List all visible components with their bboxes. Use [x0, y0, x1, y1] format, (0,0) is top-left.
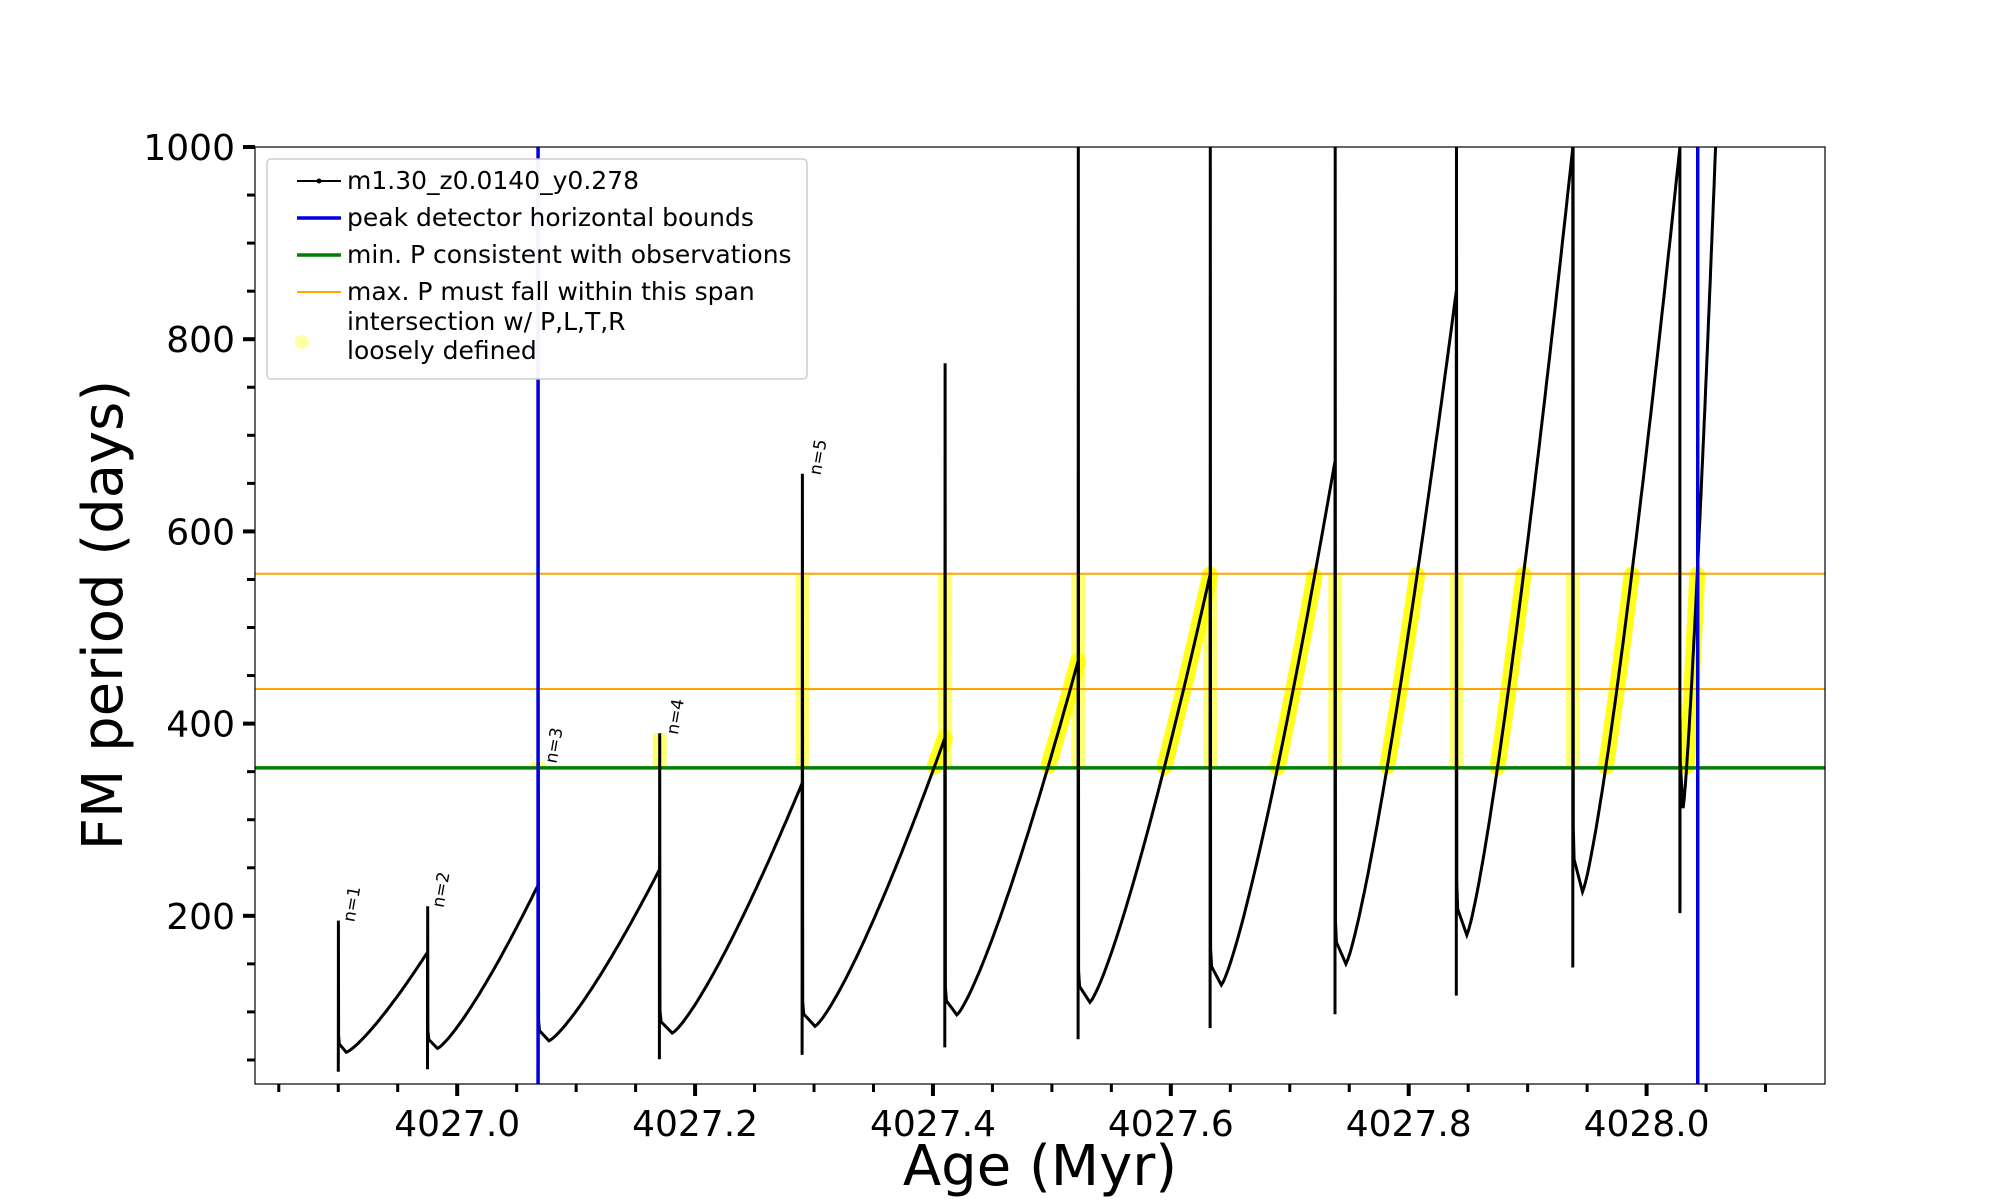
legend-label: intersection w/ P,L,T,R [347, 307, 626, 336]
y-tick-label: 600 [166, 512, 235, 553]
y-tick-label: 1000 [143, 128, 235, 169]
legend-label: loosely defined [347, 336, 537, 365]
legend-label: min. P consistent with observations [347, 240, 792, 269]
legend-dot-swatch [295, 335, 309, 349]
x-tick-label: 4027.6 [1108, 1104, 1234, 1145]
legend-label: max. P must fall within this span [347, 277, 755, 306]
legend-box [266, 158, 808, 380]
y-tick-label: 200 [166, 897, 235, 938]
x-tick-label: 4027.8 [1346, 1104, 1472, 1145]
x-axis-label: Age (Myr) [903, 1134, 1177, 1199]
x-tick-label: 4027.2 [632, 1104, 758, 1145]
legend-label: m1.30_z0.0140_y0.278 [347, 166, 639, 195]
legend-label: peak detector horizontal bounds [347, 203, 754, 232]
plot-frame [254, 146, 1826, 1085]
y-tick-label: 400 [166, 705, 235, 746]
y-tick-label: 800 [166, 320, 235, 361]
legend-track-marker [316, 178, 322, 184]
y-axis-label: FM period (days) [71, 380, 136, 850]
x-tick-label: 4027.0 [394, 1104, 520, 1145]
x-tick-label: 4027.4 [870, 1104, 996, 1145]
x-tick-label: 4028.0 [1584, 1104, 1710, 1145]
